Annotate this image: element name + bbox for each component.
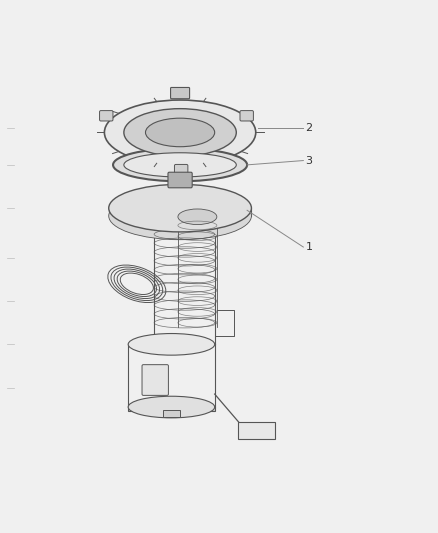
Ellipse shape xyxy=(124,109,236,156)
Bar xyxy=(238,422,275,440)
Bar xyxy=(128,407,215,411)
Text: 1: 1 xyxy=(305,242,312,252)
Ellipse shape xyxy=(113,149,247,181)
Ellipse shape xyxy=(145,118,215,147)
Ellipse shape xyxy=(104,100,256,165)
Polygon shape xyxy=(109,208,251,216)
FancyBboxPatch shape xyxy=(142,365,168,395)
FancyBboxPatch shape xyxy=(174,165,188,175)
Ellipse shape xyxy=(178,209,217,224)
FancyBboxPatch shape xyxy=(99,111,113,121)
Ellipse shape xyxy=(109,192,251,240)
FancyBboxPatch shape xyxy=(240,111,254,121)
Text: 3: 3 xyxy=(305,156,312,166)
Ellipse shape xyxy=(109,184,251,232)
FancyBboxPatch shape xyxy=(170,87,190,99)
Ellipse shape xyxy=(128,396,215,418)
Bar xyxy=(163,410,180,417)
Text: 2: 2 xyxy=(305,123,313,133)
Ellipse shape xyxy=(128,334,215,355)
Ellipse shape xyxy=(124,153,236,177)
FancyBboxPatch shape xyxy=(168,172,192,188)
